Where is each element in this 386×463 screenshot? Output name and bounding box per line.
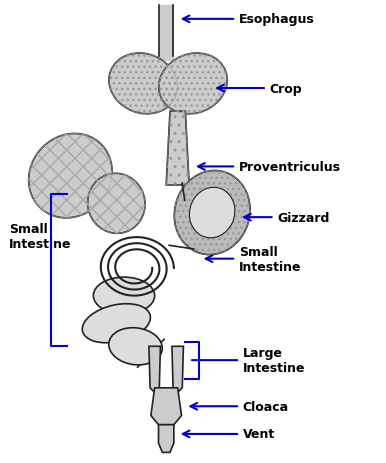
- Text: Small
Intestine: Small Intestine: [9, 222, 71, 250]
- Polygon shape: [166, 112, 189, 186]
- Text: Small
Intestine: Small Intestine: [206, 245, 301, 273]
- Text: Crop: Crop: [217, 82, 302, 95]
- Ellipse shape: [174, 171, 250, 255]
- Ellipse shape: [82, 304, 151, 343]
- Ellipse shape: [88, 174, 145, 234]
- Text: Cloaca: Cloaca: [190, 400, 289, 413]
- Polygon shape: [149, 347, 161, 393]
- Text: Esophagus: Esophagus: [183, 13, 315, 26]
- Ellipse shape: [109, 54, 178, 114]
- Polygon shape: [151, 388, 181, 425]
- Text: Large
Intestine: Large Intestine: [192, 346, 305, 374]
- Ellipse shape: [109, 328, 162, 365]
- Ellipse shape: [29, 134, 112, 219]
- Text: Proventriculus: Proventriculus: [198, 161, 341, 174]
- Ellipse shape: [159, 54, 227, 114]
- Text: Gizzard: Gizzard: [244, 211, 330, 224]
- Text: Vent: Vent: [183, 427, 275, 440]
- Polygon shape: [172, 347, 183, 393]
- Ellipse shape: [93, 277, 155, 314]
- Ellipse shape: [190, 188, 235, 238]
- Polygon shape: [159, 425, 174, 452]
